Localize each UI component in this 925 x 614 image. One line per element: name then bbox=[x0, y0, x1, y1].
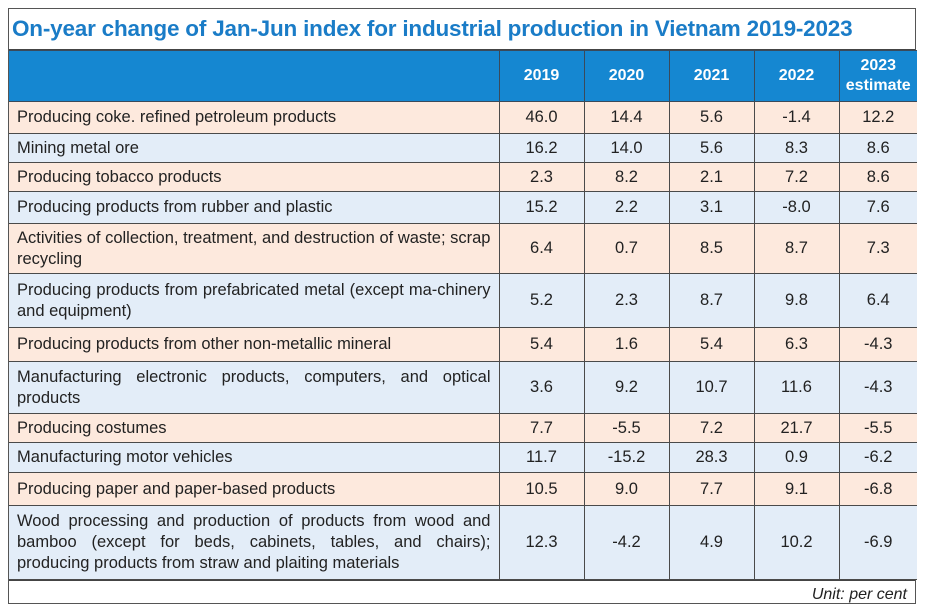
table-row: Producing products from prefabricated me… bbox=[9, 273, 917, 328]
value-2020: 14.0 bbox=[583, 133, 670, 163]
value-2019: 12.3 bbox=[498, 505, 585, 580]
value-2022: 9.8 bbox=[753, 273, 840, 328]
value-2020: 9.0 bbox=[583, 472, 670, 506]
table-row: Producing paper and paper-based products… bbox=[9, 472, 917, 506]
value-2023-estimate: 7.3 bbox=[838, 223, 917, 274]
value-2022: -8.0 bbox=[753, 191, 840, 224]
table-frame: On-year change of Jan-Jun index for indu… bbox=[8, 8, 917, 604]
value-2020: -4.2 bbox=[583, 505, 670, 580]
value-2021: 8.5 bbox=[668, 223, 755, 274]
value-2019: 10.5 bbox=[498, 472, 585, 506]
unit-note: Unit: per cent bbox=[9, 580, 915, 609]
industry-label: Manufacturing electronic products, compu… bbox=[9, 361, 500, 414]
table-row: Mining metal ore 16.2 14.0 5.6 8.3 8.6 bbox=[9, 133, 917, 163]
industry-label: Mining metal ore bbox=[9, 133, 500, 163]
value-2023-estimate: 8.6 bbox=[838, 162, 917, 192]
value-2023-estimate: -6.9 bbox=[838, 505, 917, 580]
value-2021: 5.6 bbox=[668, 101, 755, 134]
industry-label: Activities of collection, treatment, and… bbox=[9, 223, 500, 274]
value-2019: 6.4 bbox=[498, 223, 585, 274]
table-row: Manufacturing electronic products, compu… bbox=[9, 361, 917, 414]
value-2019: 16.2 bbox=[498, 133, 585, 163]
table-row: Wood processing and production of produc… bbox=[9, 505, 917, 580]
industry-label: Producing products from rubber and plast… bbox=[9, 191, 500, 224]
value-2020: 14.4 bbox=[583, 101, 670, 134]
value-2021: 7.7 bbox=[668, 472, 755, 506]
value-2022: 10.2 bbox=[753, 505, 840, 580]
data-table: 2019 2020 2021 2022 2023 estimate Produc… bbox=[9, 50, 917, 580]
table-row: Producing tobacco products 2.3 8.2 2.1 7.2 8.… bbox=[9, 162, 917, 192]
value-2020: 0.7 bbox=[583, 223, 670, 274]
value-2022: -1.4 bbox=[753, 101, 840, 134]
value-2020: -15.2 bbox=[583, 442, 670, 473]
table-row: Producing products from other non-metall… bbox=[9, 327, 917, 362]
header-2020: 2020 bbox=[583, 50, 670, 102]
value-2023-estimate: -4.3 bbox=[838, 361, 917, 414]
value-2019: 5.2 bbox=[498, 273, 585, 328]
value-2023-estimate: 7.6 bbox=[838, 191, 917, 224]
value-2023-estimate: -6.8 bbox=[838, 472, 917, 506]
value-2022: 9.1 bbox=[753, 472, 840, 506]
value-2019: 5.4 bbox=[498, 327, 585, 362]
table-row: Producing costumes 7.7 -5.5 7.2 21.7 -5.5 bbox=[9, 413, 917, 443]
value-2019: 3.6 bbox=[498, 361, 585, 414]
value-2022: 8.7 bbox=[753, 223, 840, 274]
value-2021: 5.6 bbox=[668, 133, 755, 163]
header-2023-year: 2023 bbox=[860, 57, 897, 74]
value-2021: 3.1 bbox=[668, 191, 755, 224]
value-2019: 2.3 bbox=[498, 162, 585, 192]
value-2022: 8.3 bbox=[753, 133, 840, 163]
header-2022: 2022 bbox=[753, 50, 840, 102]
value-2023-estimate: 8.6 bbox=[838, 133, 917, 163]
value-2020: 1.6 bbox=[583, 327, 670, 362]
value-2023-estimate: -4.3 bbox=[838, 327, 917, 362]
industry-label: Producing products from prefabricated me… bbox=[9, 273, 500, 328]
value-2021: 10.7 bbox=[668, 361, 755, 414]
value-2019: 11.7 bbox=[498, 442, 585, 473]
value-2022: 21.7 bbox=[753, 413, 840, 443]
value-2019: 46.0 bbox=[498, 101, 585, 134]
industry-label: Producing costumes bbox=[9, 413, 500, 443]
header-2021: 2021 bbox=[668, 50, 755, 102]
value-2021: 28.3 bbox=[668, 442, 755, 473]
industry-label: Wood processing and production of produc… bbox=[9, 505, 500, 580]
table-row: Manufacturing motor vehicles 11.7 -15.2 28.… bbox=[9, 442, 917, 473]
industry-label: Manufacturing motor vehicles bbox=[9, 442, 500, 473]
value-2020: 2.3 bbox=[583, 273, 670, 328]
value-2023-estimate: 12.2 bbox=[838, 101, 917, 134]
value-2021: 7.2 bbox=[668, 413, 755, 443]
value-2020: 8.2 bbox=[583, 162, 670, 192]
industry-label: Producing coke. refined petroleum produc… bbox=[9, 101, 500, 134]
value-2021: 5.4 bbox=[668, 327, 755, 362]
value-2023-estimate: 6.4 bbox=[838, 273, 917, 328]
industry-label: Producing products from other non-metall… bbox=[9, 327, 500, 362]
table-title: On-year change of Jan-Jun index for indu… bbox=[9, 9, 915, 50]
industry-label: Producing paper and paper-based products bbox=[9, 472, 500, 506]
header-row: 2019 2020 2021 2022 2023 estimate bbox=[9, 50, 917, 102]
value-2021: 8.7 bbox=[668, 273, 755, 328]
value-2023-estimate: -5.5 bbox=[838, 413, 917, 443]
value-2022: 7.2 bbox=[753, 162, 840, 192]
table-row: Producing coke. refined petroleum produc… bbox=[9, 101, 917, 134]
value-2021: 4.9 bbox=[668, 505, 755, 580]
value-2020: 2.2 bbox=[583, 191, 670, 224]
value-2020: 9.2 bbox=[583, 361, 670, 414]
header-2023-note: estimate bbox=[845, 77, 911, 94]
value-2020: -5.5 bbox=[583, 413, 670, 443]
value-2019: 7.7 bbox=[498, 413, 585, 443]
value-2022: 11.6 bbox=[753, 361, 840, 414]
industry-label: Producing tobacco products bbox=[9, 162, 500, 192]
table-row: Producing products from rubber and plast… bbox=[9, 191, 917, 224]
value-2023-estimate: -6.2 bbox=[838, 442, 917, 473]
header-2019: 2019 bbox=[498, 50, 585, 102]
value-2019: 15.2 bbox=[498, 191, 585, 224]
value-2022: 0.9 bbox=[753, 442, 840, 473]
table-row: Activities of collection, treatment, and… bbox=[9, 223, 917, 274]
header-2023-estimate: 2023 estimate bbox=[838, 50, 917, 102]
header-industry bbox=[9, 50, 500, 102]
value-2021: 2.1 bbox=[668, 162, 755, 192]
value-2022: 6.3 bbox=[753, 327, 840, 362]
